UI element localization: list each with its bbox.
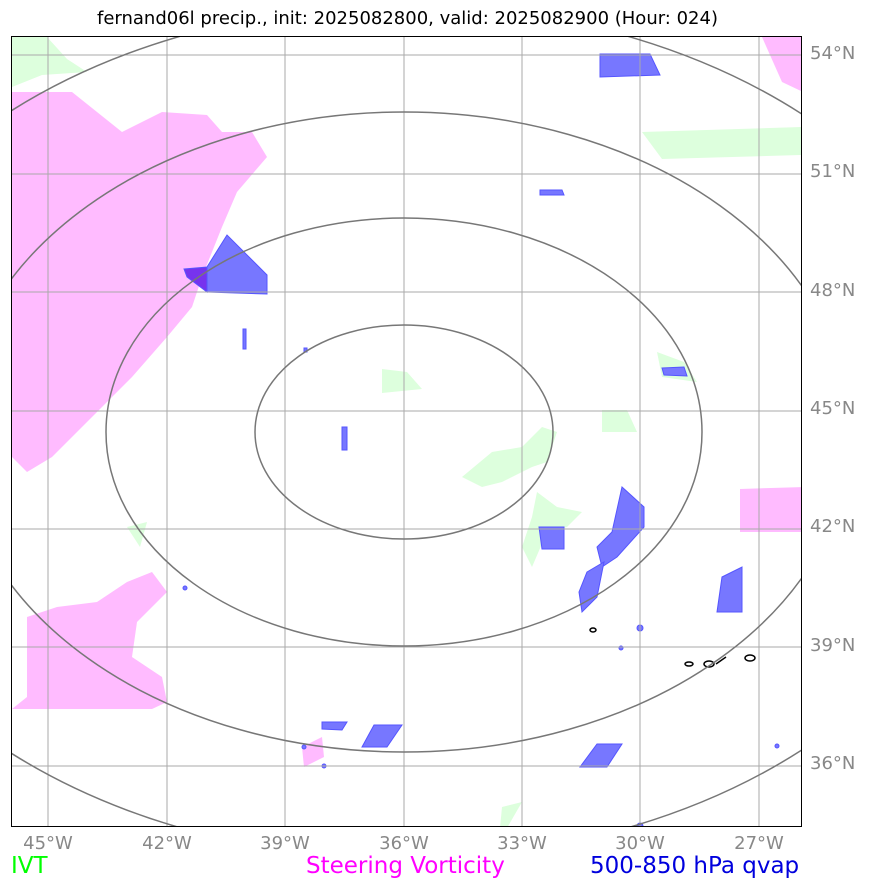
qvap-region-13	[579, 743, 623, 768]
range-ring-2	[105, 217, 703, 647]
precip-contours	[589, 627, 756, 668]
lon-label-39w: 39°W	[260, 833, 310, 854]
ivt-region-northwest	[12, 37, 87, 87]
range-ring-1	[254, 324, 554, 540]
steering-vorticity-layer	[12, 37, 801, 767]
legend-ivt: IVT	[11, 853, 48, 879]
steering-vorticity-region-west	[12, 92, 267, 472]
lat-label-51n: 51°N	[810, 161, 856, 182]
precip-contour-5	[744, 654, 756, 662]
legend-qvap: 500-850 hPa qvap	[590, 853, 800, 879]
range-rings	[12, 37, 801, 826]
precip-contour-4	[715, 656, 727, 665]
ivt-region-northeast	[642, 127, 801, 159]
qvap-strip-1	[242, 328, 247, 350]
qvap-region-11	[321, 721, 348, 731]
map-panel	[11, 36, 802, 827]
qvap-region-7	[538, 526, 565, 550]
precip-contour-1	[589, 627, 597, 633]
qvap-region-5	[661, 366, 688, 377]
map-canvas	[12, 37, 801, 826]
lon-label-42w: 42°W	[142, 833, 192, 854]
lat-label-54n: 54°N	[810, 43, 856, 64]
lat-label-42n: 42°N	[810, 516, 856, 537]
qvap-dot-4	[774, 743, 780, 749]
qvap-region-2	[539, 189, 565, 196]
lon-label-27w: 27°W	[734, 833, 784, 854]
lon-label-36w: 36°W	[379, 833, 429, 854]
range-ring-3	[12, 111, 801, 753]
qvap-region-3	[206, 234, 268, 295]
qvap-dot-1	[182, 585, 188, 591]
legend-steering-vorticity: Steering Vorticity	[306, 853, 505, 879]
lat-label-48n: 48°N	[810, 280, 856, 301]
qvap-region-1	[599, 53, 661, 78]
steering-vorticity-region-east	[740, 487, 801, 532]
lon-label-33w: 33°W	[497, 833, 547, 854]
ivt-region-south	[500, 802, 522, 826]
lat-label-45n: 45°N	[810, 398, 856, 419]
meridian-gridlines	[47, 37, 760, 826]
ivt-region-southeast	[462, 427, 557, 487]
steering-vorticity-region-south	[302, 737, 324, 767]
qvap-region-9	[578, 561, 605, 614]
qvap-dot-5	[301, 744, 307, 750]
steering-vorticity-region-southwest	[12, 572, 167, 709]
lat-label-36n: 36°N	[810, 753, 856, 774]
qvap-layer	[182, 53, 780, 826]
ivt-region-center	[382, 369, 422, 393]
qvap-region-6	[341, 426, 348, 451]
steering-vorticity-region-northeast	[762, 37, 801, 92]
ivt-region-east-1	[602, 410, 637, 432]
lon-label-45w: 45°W	[23, 833, 73, 854]
map-title: fernand06l precip., init: 2025082800, va…	[97, 8, 718, 29]
qvap-region-8	[596, 486, 645, 568]
qvap-region-10	[716, 566, 743, 613]
precip-contour-3	[703, 660, 715, 668]
lon-label-30w: 30°W	[615, 833, 665, 854]
lat-label-39n: 39°N	[810, 635, 856, 656]
ivt-region-west-small	[127, 522, 147, 547]
precip-contour-2	[684, 661, 694, 667]
qvap-region-12	[361, 724, 403, 748]
parallel-gridlines	[12, 54, 801, 767]
